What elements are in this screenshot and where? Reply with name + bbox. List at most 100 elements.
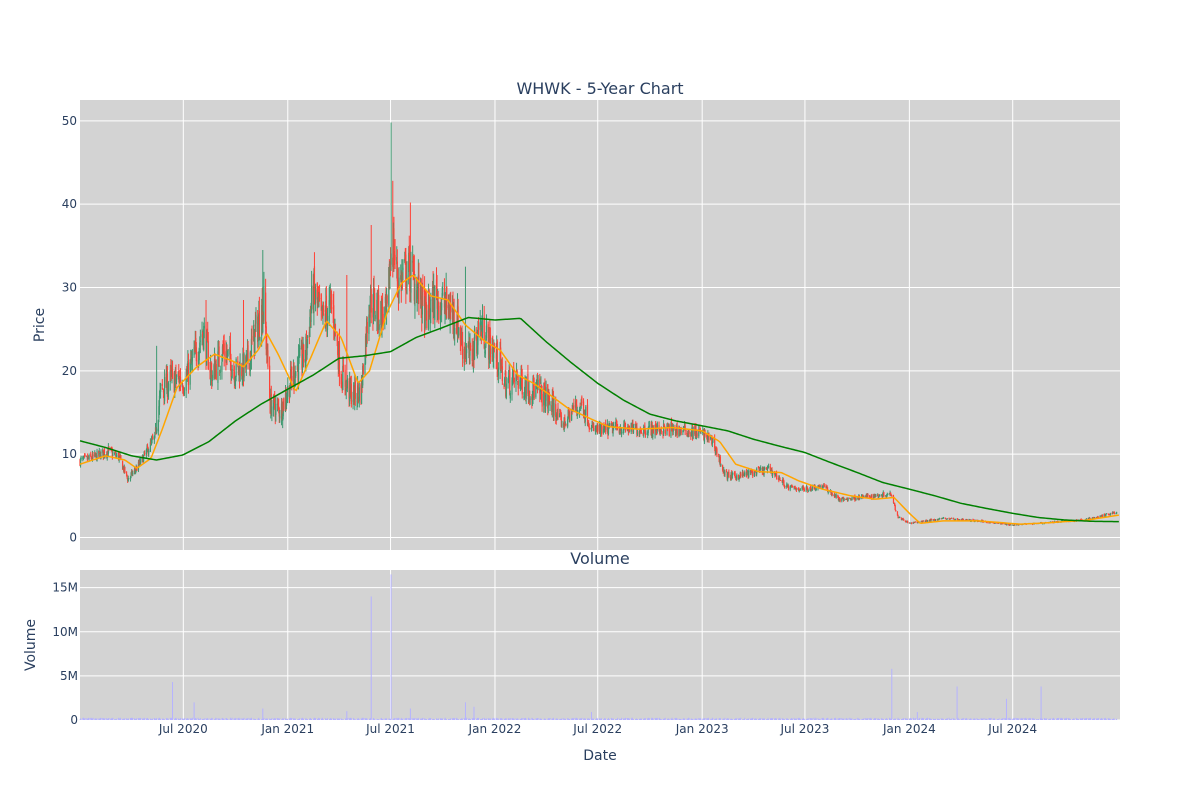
volume-bar [881,718,883,720]
volume-bar [604,718,606,720]
volume-bar [1037,718,1039,720]
candle-body [226,350,229,356]
candle-body [320,294,322,311]
candle-body [675,431,677,435]
volume-bar [495,717,497,720]
candle-body [891,495,893,497]
candle-body [429,314,431,320]
volume-bar [551,718,553,720]
volume-bar [140,718,142,720]
volume-bar [739,718,741,720]
volume-bar [497,718,499,720]
volume-bar [225,718,227,720]
volume-bar [547,718,549,720]
volume-bar [461,718,463,720]
volume-bar [577,719,579,720]
volume-bar [1076,718,1078,720]
candle-body [890,492,892,495]
candle-body [462,341,464,359]
volume-bar [390,718,392,720]
volume-bar [481,718,483,720]
volume-bar [962,719,964,720]
volume-bar [410,718,412,720]
volume-bar [924,718,926,720]
volume-bar [907,718,909,720]
volume-bar [802,718,804,720]
candle-body [374,293,376,314]
volume-bar [380,718,382,720]
candle-body [779,479,782,481]
volume-bar [1073,718,1075,720]
candle-body [722,465,724,471]
candle-body [167,383,170,392]
volume-bar [810,717,812,720]
volume-bar [467,718,469,720]
candle-body [115,453,117,456]
volume-bar [282,719,284,720]
candle-body [497,367,499,376]
volume-bar [563,719,565,720]
volume-bar [753,718,755,720]
candle-body [521,370,523,381]
candle-body [299,348,301,357]
candle-body [748,470,750,478]
candle-body [883,492,885,497]
volume-bar [1077,718,1079,720]
candle-body [492,345,494,360]
volume-bar [886,719,888,720]
volume-bar [627,718,629,720]
candle-body [962,518,964,521]
volume-bar [457,719,459,720]
price-chart-title: WHWK - 5-Year Chart [516,79,683,98]
candle-body [938,518,940,520]
volume-bar [251,719,253,720]
candle-body [203,326,205,350]
volume-bar [543,718,545,720]
candle-body [688,431,690,434]
candle-body [847,497,849,501]
candle-body [887,493,889,495]
candle-body [735,476,737,478]
candle-body [469,340,471,356]
candle-body [819,486,821,488]
volume-bar [509,718,511,720]
candle-body [370,288,372,313]
volume-bar [521,718,523,720]
volume-bar [911,718,913,720]
volume-bar [148,719,150,720]
candle-body [183,391,186,395]
volume-bar [695,718,697,720]
candle-body [628,426,631,432]
volume-bar [338,718,340,720]
volume-bar [659,717,661,720]
volume-bar [759,718,761,720]
volume-bar [537,718,539,720]
volume-bar [861,718,863,720]
volume-bar [84,718,86,720]
volume-bar [549,717,551,720]
volume-bar [1068,718,1070,720]
volume-bar [699,718,701,720]
candle-body [318,300,320,302]
volume-bar [648,718,650,720]
volume-bar [634,719,636,720]
candle-body [551,396,553,412]
volume-bar [345,718,347,720]
volume-bar [409,719,411,720]
volume-bar [869,718,871,720]
volume-bar [593,718,595,720]
volume-bar [223,718,225,720]
candle-body [519,381,522,382]
volume-bar [748,718,750,720]
volume-bar [171,718,173,720]
volume-bar [873,719,875,720]
volume-bar [858,718,860,720]
volume-bar [885,718,887,720]
volume-bar [488,718,490,720]
candle-body [496,341,498,370]
candle-body [714,438,716,449]
candle-body [509,393,511,399]
volume-bar [158,717,160,720]
volume-bar [90,717,92,720]
candle-body [465,356,467,358]
